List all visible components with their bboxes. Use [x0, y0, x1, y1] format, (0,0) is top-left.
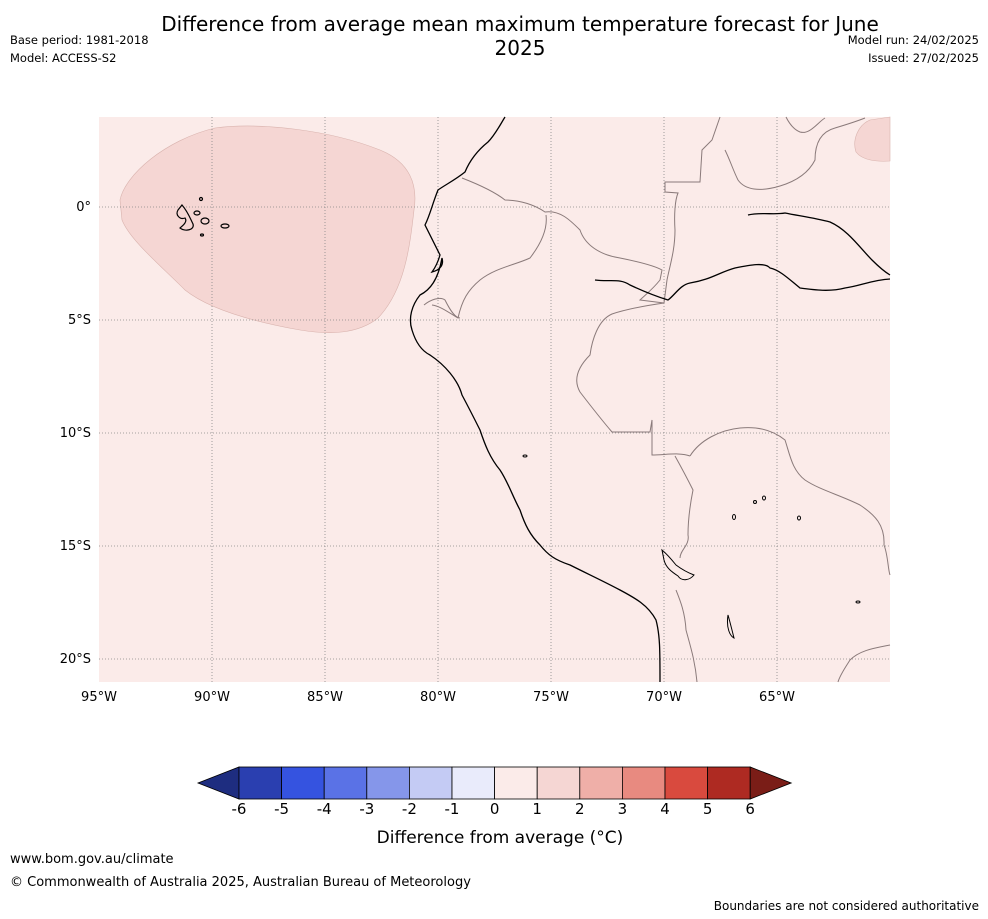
- colorbar-ticks: -6 -5 -4 -3 -2 -1 0 1 2 3 4 5 6: [0, 800, 988, 820]
- colorbar-bin: [664, 766, 708, 800]
- anomaly-region-northeast: [854, 116, 891, 162]
- galapagos-islands: [176, 196, 230, 237]
- lon-label: 85°W: [307, 690, 343, 705]
- colorbar-bin: [494, 766, 538, 800]
- lon-label: 70°W: [646, 690, 682, 705]
- colorbar-bin: [579, 766, 623, 800]
- meta-left: Base period: 1981-2018 Model: ACCESS-S2: [10, 31, 149, 67]
- colorbar-bin: [408, 766, 453, 800]
- lon-label: 90°W: [194, 690, 230, 705]
- colorbar-tick-label: 3: [617, 800, 628, 818]
- colorbar-bin: [707, 766, 751, 800]
- colorbar-bin: [536, 766, 581, 800]
- model-name: Model: ACCESS-S2: [10, 51, 117, 65]
- lon-label: 80°W: [420, 690, 456, 705]
- model-run: Model run: 24/02/2025: [847, 33, 979, 47]
- colorbar-tick-label: -3: [359, 800, 375, 818]
- colorbar-bin: [451, 766, 495, 800]
- lon-label: 75°W: [533, 690, 569, 705]
- map-title: Difference from average mean maximum tem…: [161, 12, 879, 60]
- lat-label: 10°S: [60, 426, 91, 441]
- colorbar-arrow-low: [196, 766, 240, 800]
- meta-right: Model run: 24/02/2025 Issued: 27/02/2025: [848, 31, 979, 67]
- colorbar-tick-label: -6: [231, 800, 247, 818]
- footer-note: Boundaries are not considered authoritat…: [713, 899, 979, 913]
- colorbar-tick-label: 4: [660, 800, 670, 818]
- colorbar-tick-label: 6: [745, 800, 755, 818]
- footer-copyright: © Commonwealth of Australia 2025, Austra…: [10, 875, 471, 890]
- lat-label: 0°: [76, 200, 91, 215]
- colorbar-tick-label: 0: [489, 800, 500, 818]
- colorbar-bin: [281, 766, 325, 800]
- lon-label: 95°W: [81, 690, 117, 705]
- lat-label: 5°S: [68, 313, 91, 328]
- lat-label: 15°S: [60, 539, 91, 554]
- colorbar-tick-label: -4: [316, 800, 332, 818]
- colorbar-bin: [622, 766, 666, 800]
- colorbar-label: Difference from average (°C): [376, 828, 624, 848]
- colorbar-tick-label: 1: [532, 800, 542, 818]
- anomaly-region-west: [119, 125, 416, 333]
- colorbar-bin: [366, 766, 410, 800]
- coastline: [409, 116, 891, 683]
- colorbar-tick-label: 2: [575, 800, 585, 818]
- country-boundaries: [423, 116, 891, 683]
- colorbar-bin: [323, 766, 368, 800]
- colorbar-tick-label: -1: [444, 800, 460, 818]
- issued-date: Issued: 27/02/2025: [868, 51, 979, 65]
- colorbar-tick-label: -5: [274, 800, 290, 818]
- base-period: Base period: 1981-2018: [10, 33, 149, 47]
- gridlines: [99, 117, 890, 682]
- colorbar-bin: [238, 766, 282, 800]
- lakes: [522, 454, 861, 639]
- colorbar: [196, 766, 793, 800]
- colorbar-tick-label: -2: [401, 800, 417, 818]
- footer-url[interactable]: www.bom.gov.au/climate: [10, 852, 174, 867]
- lat-label: 20°S: [60, 652, 91, 667]
- lon-label: 65°W: [759, 690, 795, 705]
- colorbar-arrow-high: [749, 766, 793, 800]
- colorbar-tick-label: 5: [702, 800, 713, 818]
